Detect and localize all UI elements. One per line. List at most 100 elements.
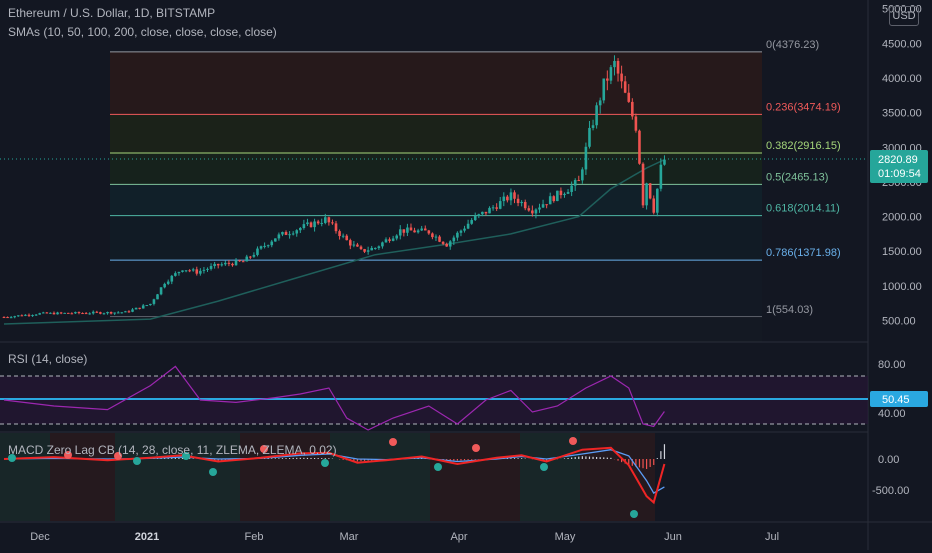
candle-body	[74, 312, 77, 314]
candle-body	[398, 229, 402, 236]
candle-body	[234, 260, 238, 266]
candle-body	[59, 312, 63, 314]
fibonacci-retracement[interactable]: 0(4376.23) 0.236(3474.19) 0.382(2916.15) 0.…	[110, 39, 841, 342]
candle-body	[216, 263, 220, 266]
candle-body	[2, 317, 6, 319]
current-price-tag	[870, 150, 928, 183]
candle-body	[381, 242, 384, 247]
candle-body	[566, 191, 570, 194]
candle-body	[149, 303, 152, 306]
time-axis-label: Feb	[245, 531, 264, 543]
candle-body	[113, 312, 116, 314]
candle-body	[598, 100, 602, 106]
candle-body	[527, 208, 531, 211]
candle-body	[431, 233, 434, 238]
candle-body	[406, 227, 409, 233]
candle-body	[495, 207, 498, 209]
candle-body	[109, 311, 113, 314]
currency-badge[interactable]: USD	[889, 6, 919, 26]
candle-body	[231, 263, 234, 266]
candle-body	[281, 232, 284, 235]
rsi-legend[interactable]: RSI (14, close)	[8, 352, 88, 366]
candle-body	[49, 312, 52, 314]
fib-zone	[110, 316, 762, 342]
current-price-label: 2820.89	[878, 154, 918, 166]
candle-body	[316, 221, 320, 224]
macd-bg-stripe	[520, 433, 580, 521]
macd-cross-dot	[321, 459, 329, 467]
candle-body	[191, 269, 195, 271]
candle-body	[120, 312, 124, 314]
candle-body	[359, 246, 363, 250]
candle-body	[356, 244, 359, 247]
candle-body	[377, 246, 381, 248]
candle-body	[613, 60, 616, 68]
candle-body	[441, 241, 445, 244]
time-axis-label: 2021	[135, 531, 159, 543]
time-axis-label: Dec	[30, 531, 50, 543]
candle-body	[563, 193, 566, 196]
candle-body	[363, 249, 366, 252]
candle-body	[70, 313, 74, 315]
candle-body	[345, 235, 349, 241]
candle-body	[545, 204, 548, 206]
candle-body	[270, 241, 274, 246]
candle-body	[20, 315, 24, 317]
fib-zone	[110, 51, 762, 115]
candle-body	[31, 315, 34, 317]
macd-bg-stripe	[50, 433, 115, 521]
candle-body	[620, 73, 623, 82]
candle-body	[473, 215, 477, 221]
candle-body	[6, 317, 9, 319]
candle-body	[481, 211, 484, 215]
macd-cross-dot	[209, 468, 217, 476]
price-scale[interactable]: 5000.004500.004000.003500.003000.002500.…	[882, 4, 922, 328]
fib-level-label: 0.236(3474.19)	[766, 101, 841, 113]
time-axis-label: Jun	[664, 531, 682, 543]
candle-body	[27, 314, 31, 316]
candle-body	[373, 247, 377, 249]
price-scale-label: 1000.00	[882, 281, 922, 293]
candle-body	[445, 243, 448, 247]
candle-body	[556, 190, 559, 202]
candle-body	[284, 232, 288, 235]
candle-body	[648, 183, 652, 199]
fib-level-label: 0(4376.23)	[766, 39, 819, 51]
candle-body	[38, 313, 41, 315]
candle-body	[577, 180, 581, 182]
candle-body	[188, 270, 191, 272]
candle-body	[52, 312, 56, 315]
candle-body	[477, 214, 481, 216]
chart-title[interactable]: Ethereum / U.S. Dollar, 1D, BITSTAMP	[8, 6, 216, 20]
candle-body	[181, 270, 184, 272]
macd-bg-stripe	[115, 433, 240, 521]
fib-level-label: 0.382(2916.15)	[766, 140, 841, 152]
macd-cross-dot	[260, 445, 268, 453]
rsi-current-tag	[870, 391, 928, 407]
candle-body	[366, 250, 370, 252]
candle-body	[334, 223, 338, 232]
candle-body	[141, 305, 145, 309]
time-axis-label: Jul	[765, 531, 779, 543]
time-axis[interactable]: Dec 2021 Feb Mar Apr May Jun Jul	[30, 531, 779, 543]
macd-bg-stripe	[0, 433, 50, 521]
candle-body	[102, 313, 106, 315]
candle-body	[152, 299, 156, 304]
candle-body	[663, 159, 666, 165]
macd-cross-dot	[64, 451, 72, 459]
candle-body	[274, 238, 277, 242]
fib-level-label: 0.786(1371.98)	[766, 247, 841, 259]
candle-body	[416, 230, 420, 233]
sma-legend[interactable]: SMAs (10, 50, 100, 200, close, close, cl…	[8, 25, 277, 39]
candle-body	[324, 217, 327, 223]
macd-legend[interactable]: MACD Zero Lag CB (14, 28, close, 11, ZLE…	[8, 443, 337, 457]
price-candles[interactable]	[2, 55, 666, 319]
candle-body	[513, 192, 516, 199]
candle-body	[427, 230, 431, 234]
candle-body	[299, 227, 302, 231]
macd-cross-dot	[540, 463, 548, 471]
candle-body	[463, 228, 466, 231]
candle-body	[202, 269, 206, 271]
